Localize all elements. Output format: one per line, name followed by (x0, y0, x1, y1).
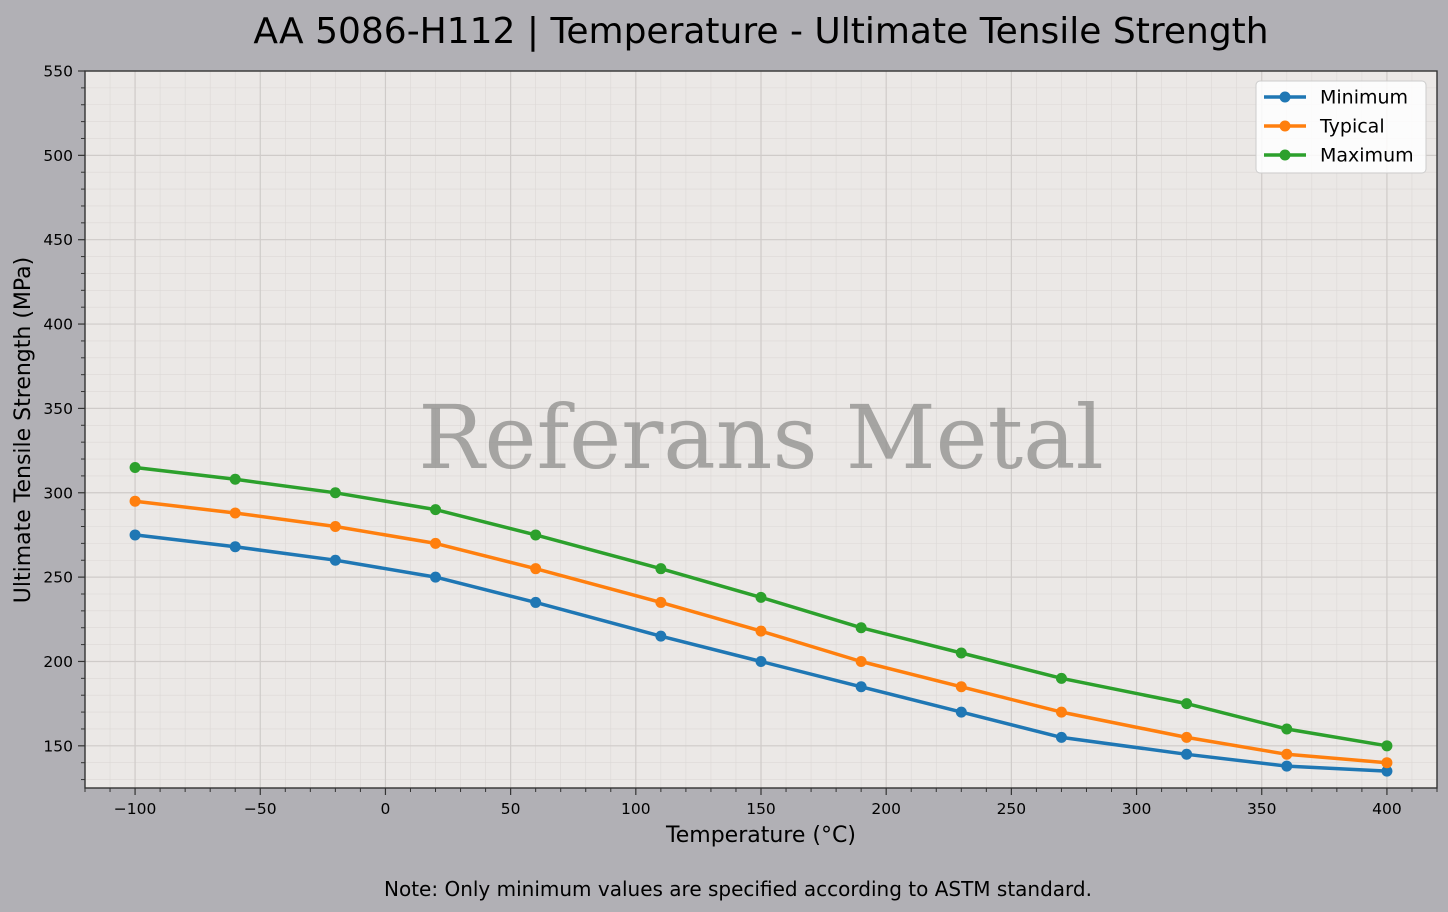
data-point-minimum (955, 706, 967, 718)
data-point-minimum (1055, 731, 1067, 743)
x-tick-label: −50 (244, 800, 277, 818)
data-point-maximum (855, 622, 867, 634)
data-point-maximum (129, 461, 141, 473)
data-point-maximum (430, 504, 442, 516)
y-tick-label: 300 (43, 484, 73, 502)
y-tick-label: 250 (43, 569, 73, 587)
footnote: Note: Only minimum values are specified … (384, 877, 1092, 901)
legend-marker-minimum (1279, 91, 1291, 103)
x-axis-label: Temperature (°C) (665, 823, 856, 848)
data-point-minimum (655, 630, 667, 642)
x-tick-label: 150 (746, 800, 776, 818)
x-tick-label: 0 (381, 800, 391, 818)
legend-marker-maximum (1279, 149, 1291, 161)
x-tick-label: 400 (1372, 800, 1402, 818)
legend-label-maximum: Maximum (1320, 145, 1414, 167)
data-point-typical (530, 563, 542, 575)
y-axis-label: Ultimate Tensile Strength (MPa) (11, 257, 36, 603)
data-point-maximum (229, 473, 241, 485)
data-point-typical (1055, 706, 1067, 718)
data-point-maximum (1381, 740, 1393, 752)
data-point-minimum (329, 554, 341, 566)
data-point-maximum (329, 487, 341, 499)
legend-box (1255, 80, 1427, 174)
axis-ticks: −100 −50 0 50 100 150 200 250 300 350 400 150 200 250… (43, 63, 1438, 818)
x-tick-label: 200 (871, 800, 901, 818)
data-point-minimum (755, 655, 767, 667)
data-point-minimum (1181, 748, 1193, 760)
x-tick-label: −100 (114, 800, 157, 818)
data-point-typical (655, 596, 667, 608)
data-point-maximum (1281, 723, 1293, 735)
x-tick-label: 300 (1122, 800, 1152, 818)
y-tick-label: 350 (43, 400, 73, 418)
data-point-typical (430, 537, 442, 549)
x-tick-label: 350 (1247, 800, 1277, 818)
x-tick-label: 100 (621, 800, 651, 818)
y-tick-label: 150 (43, 737, 73, 755)
data-point-minimum (229, 541, 241, 553)
data-point-typical (855, 655, 867, 667)
data-point-minimum (855, 681, 867, 693)
data-point-maximum (655, 563, 667, 575)
data-point-maximum (1181, 698, 1193, 710)
y-tick-label: 550 (43, 63, 73, 81)
data-point-minimum (1281, 760, 1293, 772)
x-tick-label: 250 (997, 800, 1027, 818)
data-point-typical (129, 495, 141, 507)
data-point-typical (1181, 731, 1193, 743)
data-point-typical (955, 681, 967, 693)
data-point-typical (329, 521, 341, 533)
legend-label-minimum: Minimum (1320, 87, 1408, 109)
series-layer (129, 461, 1393, 777)
legend: Minimum Typical Maximum (1255, 80, 1427, 174)
x-tick-label: 50 (501, 800, 521, 818)
data-point-typical (1381, 757, 1393, 769)
y-tick-label: 500 (43, 147, 73, 165)
watermark-text: Referans Metal (418, 386, 1103, 489)
y-tick-label: 400 (43, 316, 73, 334)
data-point-maximum (530, 529, 542, 541)
data-point-minimum (129, 529, 141, 541)
data-point-minimum (430, 571, 442, 583)
data-point-maximum (755, 591, 767, 603)
chart-title: AA 5086-H112 | Temperature - Ultimate Te… (253, 11, 1268, 52)
data-point-typical (755, 625, 767, 637)
data-point-typical (229, 507, 241, 519)
legend-label-typical: Typical (1319, 116, 1385, 138)
data-point-typical (1281, 748, 1293, 760)
y-tick-label: 450 (43, 231, 73, 249)
data-point-minimum (1381, 765, 1393, 777)
y-tick-label: 200 (43, 653, 73, 671)
data-point-maximum (955, 647, 967, 659)
data-point-minimum (530, 596, 542, 608)
data-point-maximum (1055, 672, 1067, 684)
legend-marker-typical (1279, 120, 1291, 132)
